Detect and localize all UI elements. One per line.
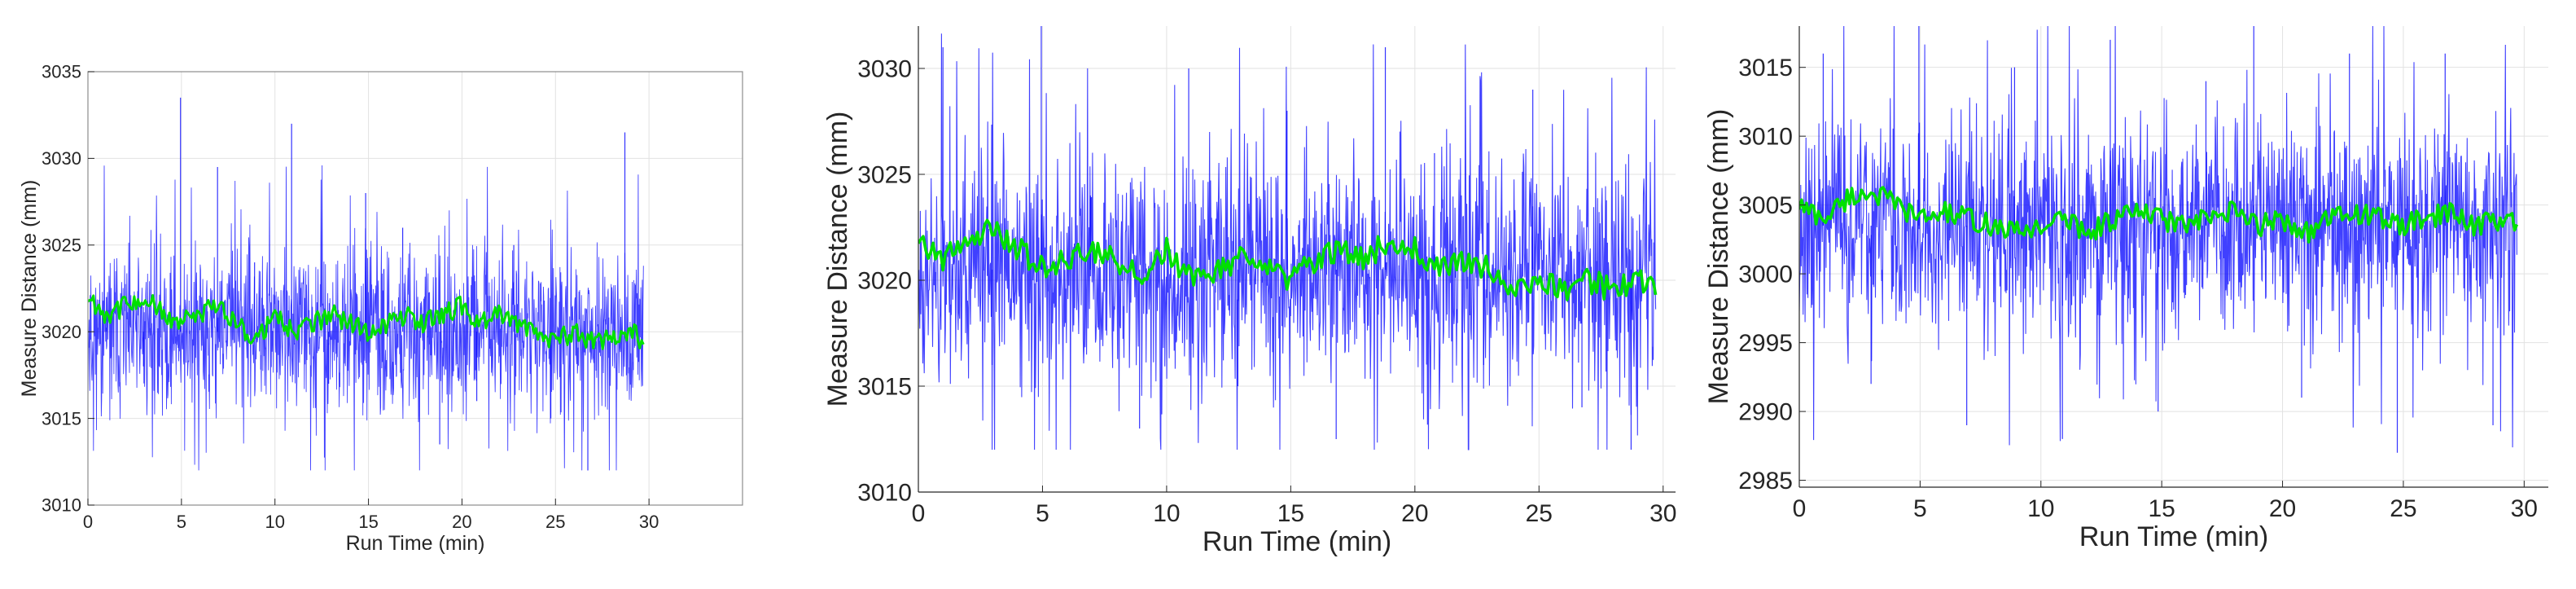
chart-panel-3: 0 5 10 15 20 25 30 2985 2990 2995 3000 3005 3010 3015… [1703, 26, 2548, 552]
y-tick-label: 3000 [1738, 262, 1793, 288]
y-tick-label: 2995 [1738, 330, 1793, 357]
x-tick-label: 5 [1913, 495, 1927, 522]
chart-panel-1: 0 5 10 15 20 25 30 3010 3015 3020 3025 3030 3035 Run … [18, 62, 743, 555]
y-tick-label: 3015 [42, 408, 81, 429]
y-tick-label: 2990 [1738, 399, 1793, 426]
y-tick-label: 3025 [857, 162, 912, 189]
x-tick-label: 30 [1649, 500, 1676, 527]
x-tick-label: 5 [1036, 500, 1049, 527]
x-tick-label: 10 [1153, 500, 1180, 527]
x-tick-label: 30 [2511, 495, 2538, 522]
y-tick-label: 3015 [857, 374, 912, 401]
y-tick-label: 3030 [42, 148, 81, 169]
y-tick-label: 3020 [857, 268, 912, 295]
x-tick-label: 20 [452, 512, 471, 532]
y-tick-label: 3025 [42, 235, 81, 256]
x-tick-label: 0 [83, 512, 93, 532]
x-tick-label: 0 [1793, 495, 1807, 522]
x-tick-label: 20 [1401, 500, 1428, 527]
y-tick-label: 3010 [857, 480, 912, 507]
x-tick-label: 10 [265, 512, 284, 532]
smoothed-series-line [1799, 186, 2519, 244]
y-tick-label: 3020 [42, 322, 81, 342]
x-tick-label: 25 [545, 512, 565, 532]
x-tick-label: 25 [2390, 495, 2416, 522]
y-axis-label: Measure Distance (mm) [18, 180, 41, 398]
x-axis-label: Run Time (min) [1203, 526, 1391, 557]
x-tick-label: 25 [1526, 500, 1553, 527]
y-tick-label: 3005 [1738, 192, 1793, 219]
y-axis-label: Measure Distance (mm) [822, 112, 853, 407]
x-tick-label: 30 [639, 512, 659, 532]
y-tick-label: 3035 [42, 62, 81, 82]
x-tick-label: 0 [912, 500, 926, 527]
y-tick-label: 3010 [42, 495, 81, 516]
y-tick-label: 3010 [1738, 124, 1793, 151]
y-tick-label: 2985 [1738, 468, 1793, 494]
plot-area [88, 72, 743, 505]
chart-panel-2: 0 5 10 15 20 25 30 3010 3015 3020 3025 3030 Run Time… [822, 26, 1676, 557]
x-tick-label: 15 [358, 512, 378, 532]
y-tick-label: 3030 [857, 56, 912, 83]
x-axis-label: Run Time (min) [2079, 521, 2268, 552]
x-tick-label: 15 [1277, 500, 1304, 527]
smoothed-series-line [918, 218, 1658, 301]
x-tick-label: 15 [2148, 495, 2175, 522]
y-tick-label: 3015 [1738, 55, 1793, 81]
x-tick-label: 5 [177, 512, 186, 532]
y-axis-label: Measure Distance (mm) [1703, 109, 1734, 405]
x-tick-label: 20 [2269, 495, 2296, 522]
x-axis-label: Run Time (min) [346, 532, 485, 555]
x-tick-label: 10 [2027, 495, 2054, 522]
plot-frame [87, 71, 743, 506]
smoothed-series-line [88, 294, 645, 350]
